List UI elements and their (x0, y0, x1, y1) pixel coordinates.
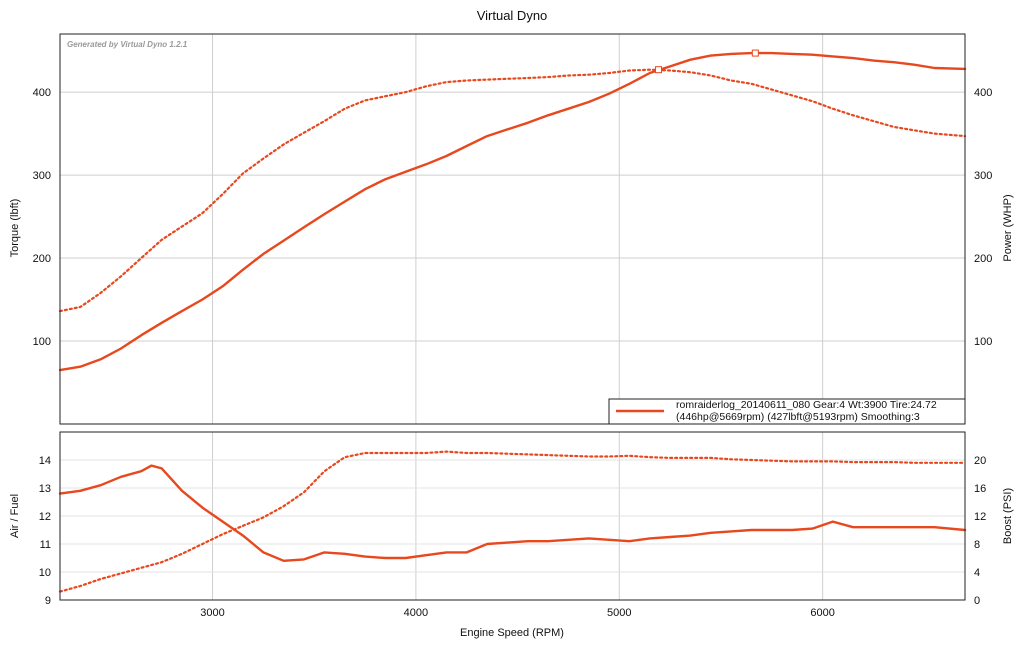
legend-line-2: (446hp@5669rpm) (427lbft@5193rpm) Smooth… (676, 411, 920, 423)
bottom-y-tick-label: 13 (39, 483, 51, 495)
top-plot-tick-labels: 100 200 300 400 100 300 400 200 (33, 87, 993, 348)
bottom-series-dotted-line (58, 450, 967, 593)
top-y-tick-label: 400 (33, 87, 51, 99)
top-series-solid-line (58, 51, 967, 372)
top-plot-series (58, 49, 967, 372)
top-y2-tick-label: 100 (974, 336, 992, 348)
top-y-tick-label: 100 (33, 336, 51, 348)
legend-line-1: romraiderlog_20140611_080 Gear:4 Wt:3900… (676, 399, 937, 411)
bottom-y-tick-label: 12 (39, 511, 51, 523)
x-tick-label: 4000 (404, 607, 428, 619)
top-plot-frame (59, 33, 966, 425)
peak-marker (751, 49, 759, 57)
top-series-dotted-line (58, 68, 967, 313)
chart-title: Virtual Dyno (477, 8, 548, 23)
top-y2-tick-label: 300 (974, 170, 992, 182)
bottom-plot-grid (60, 432, 965, 601)
x-tick-label: 6000 (810, 607, 834, 619)
bottom-y2-tick-label: 16 (974, 483, 986, 495)
generated-watermark: Generated by Virtual Dyno 1.2.1 (67, 40, 188, 49)
bottom-plot-frame (59, 431, 966, 601)
top-y2-tick-label: 400 (974, 87, 992, 99)
legend-frame (608, 398, 966, 425)
bottom-y2-tick-label: 4 (974, 567, 980, 579)
bottom-y-axis-label: Air / Fuel (9, 494, 21, 538)
bottom-plot-series (58, 450, 967, 593)
bottom-y2-tick-label: 0 (974, 595, 980, 607)
top-plot-grid (60, 34, 965, 424)
bottom-y-tick-label: 11 (40, 539, 51, 551)
bottom-series-solid-line (58, 464, 967, 562)
top-y-tick-label: 300 (33, 170, 51, 182)
peak-marker (655, 66, 663, 74)
top-y2-tick-label: 200 (974, 253, 992, 265)
bottom-y-tick-label: 10 (39, 567, 51, 579)
legend-box: romraiderlog_20140611_080 Gear:4 Wt:3900… (608, 398, 966, 425)
bottom-y-tick-label: 9 (45, 595, 51, 607)
bottom-y2-tick-label: 20 (974, 455, 986, 467)
bottom-y2-tick-label: 12 (974, 511, 986, 523)
top-y2-axis-label: Power (WHP) (1002, 194, 1014, 261)
x-tick-label: 5000 (607, 607, 631, 619)
bottom-y2-axis-label: Boost (PSI) (1002, 488, 1014, 544)
x-tick-label: 3000 (200, 607, 224, 619)
bottom-y2-tick-label: 8 (974, 539, 980, 551)
bottom-plot-tick-labels: 3000 4000 5000 6000 9 10 11 12 13 14 0 4 8 12 16 20 (39, 455, 987, 619)
top-y-tick-label: 200 (33, 253, 51, 265)
x-axis-label: Engine Speed (RPM) (460, 627, 564, 639)
top-y-axis-label: Torque (lbft) (9, 199, 21, 258)
bottom-y-tick-label: 14 (39, 455, 51, 467)
